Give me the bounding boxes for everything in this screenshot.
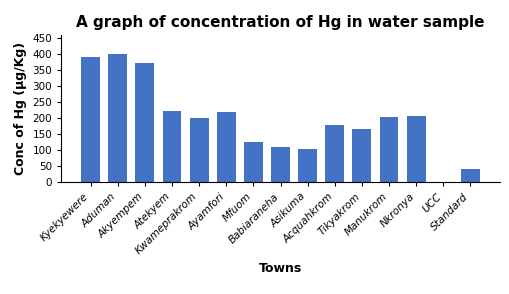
Bar: [379, 117, 398, 182]
X-axis label: Towns: Towns: [259, 262, 301, 275]
Bar: [406, 116, 425, 182]
Bar: [189, 118, 208, 182]
Bar: [135, 64, 154, 182]
Bar: [162, 111, 181, 182]
Bar: [108, 54, 127, 182]
Bar: [352, 128, 371, 182]
Bar: [325, 126, 344, 182]
Bar: [298, 149, 317, 182]
Bar: [216, 112, 235, 182]
Bar: [243, 142, 262, 182]
Bar: [270, 147, 290, 182]
Title: A graph of concentration of Hg in water sample: A graph of concentration of Hg in water …: [76, 15, 484, 30]
Bar: [460, 170, 479, 182]
Y-axis label: Conc of Hg (μg/Kg): Conc of Hg (μg/Kg): [14, 42, 27, 175]
Bar: [81, 57, 100, 182]
